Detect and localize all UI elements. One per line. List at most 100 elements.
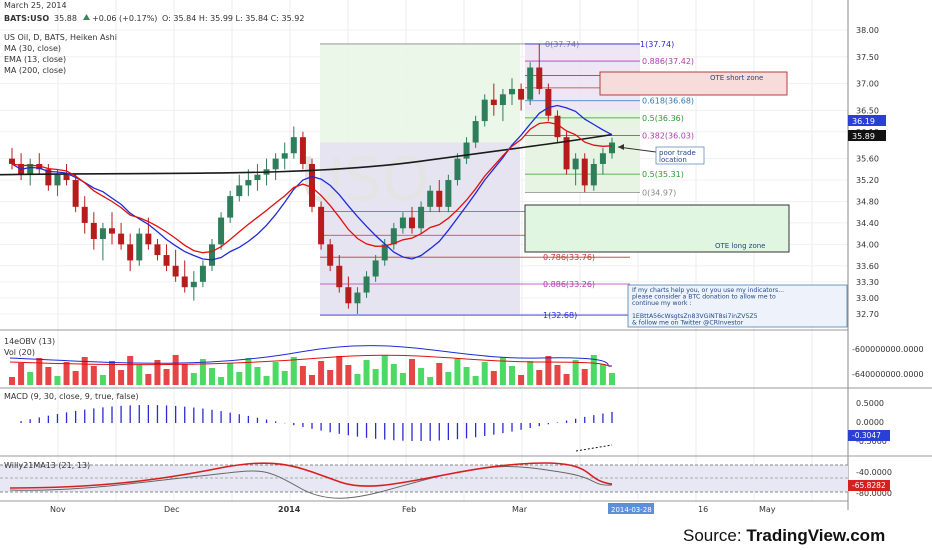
legend-ema13: EMA (13, close) xyxy=(4,55,66,64)
volume-bar xyxy=(136,365,143,385)
fib-label: 0.5(36.36) xyxy=(642,114,684,123)
ma-price-badge xyxy=(848,115,886,126)
ticker-label: BATS:USO xyxy=(4,14,49,23)
price-tick: 35.60 xyxy=(856,155,879,164)
donation-note xyxy=(627,284,848,328)
candle-body xyxy=(427,190,434,207)
candle-body xyxy=(145,233,152,245)
volume-bar xyxy=(227,363,234,385)
price-tick: 34.00 xyxy=(856,240,879,249)
donation-line: please consider a BTC donation to allow … xyxy=(632,294,776,301)
volume-bar xyxy=(72,371,79,385)
volume-bar xyxy=(545,356,552,385)
candle-body xyxy=(409,217,415,229)
volume-bar xyxy=(63,362,70,385)
price-tick: 34.40 xyxy=(856,219,879,228)
volume-bar xyxy=(99,375,106,385)
candle-body xyxy=(527,67,534,100)
volume-bar xyxy=(463,367,470,385)
candle-body xyxy=(572,158,579,170)
volume-bar xyxy=(518,375,525,385)
ote-long-zone-label: OTE long zone xyxy=(715,242,765,250)
candle-body xyxy=(509,88,515,95)
candle-body xyxy=(354,292,361,304)
obv-label: 14eOBV (13) xyxy=(4,337,55,346)
candle-body xyxy=(418,206,425,229)
price-tick: 32.70 xyxy=(856,310,879,319)
volume-bar xyxy=(454,358,461,385)
current-date-badge xyxy=(608,503,654,514)
candle-body xyxy=(463,142,470,159)
candle-body xyxy=(545,88,552,116)
fib-label: 1(37.74) xyxy=(640,40,674,49)
candles xyxy=(9,43,615,314)
volume-bar xyxy=(599,364,606,385)
volume-bar xyxy=(609,373,615,385)
fib-label: 0.886(37.42) xyxy=(642,57,694,66)
volume-bar xyxy=(418,368,425,385)
up-triangle-icon xyxy=(83,14,90,20)
fib-label: 0(34.97) xyxy=(642,188,676,197)
candle-body xyxy=(363,276,370,293)
price-axis-ticks[interactable]: 38.0037.5037.0036.5036.1035.6035.2034.80… xyxy=(856,26,879,319)
legend-ma200: MA (200, close) xyxy=(4,66,66,75)
candle-body xyxy=(36,163,43,170)
date-label: March 25, 2014 xyxy=(4,1,67,10)
volume-bar xyxy=(427,377,434,385)
macd-tick-3: -0.5000 xyxy=(856,437,887,446)
candle-body xyxy=(381,244,388,261)
volume-bar xyxy=(372,369,379,385)
volume-bar xyxy=(299,366,306,385)
willy-fast-line xyxy=(9,466,613,499)
candle-body xyxy=(209,244,215,266)
donation-line: 1EBttA56cWsgtsZn83VGiNT8si7inZV5Z5 xyxy=(632,313,758,320)
current-date-text: 2014-03-28 xyxy=(611,506,652,514)
obv-lines xyxy=(9,345,613,367)
candle-body xyxy=(90,222,97,239)
watermark-ticker: USO xyxy=(300,145,429,215)
price-tick: 36.50 xyxy=(856,106,879,115)
donation-line: & follow me on Twitter @CRInvestor xyxy=(632,319,744,327)
source-prefix: Source: xyxy=(683,526,747,545)
price-tick: 33.60 xyxy=(856,262,879,271)
candle-body xyxy=(445,180,452,207)
volume-bar xyxy=(572,360,579,385)
macd-tick-1: 0.5000 xyxy=(856,399,884,408)
candle-body xyxy=(118,233,125,245)
source-credit: Source: TradingView.com xyxy=(683,526,885,546)
vol-label: Vol (20) xyxy=(4,348,35,357)
candle-body xyxy=(481,99,488,122)
willy-label: Willy21MA13 (21, 13) xyxy=(4,461,90,470)
candle-body xyxy=(9,158,15,164)
volume-bar xyxy=(499,357,506,385)
legend-ma30: MA (30, close) xyxy=(4,44,61,53)
volume-bar xyxy=(245,358,252,385)
willy-ma-line xyxy=(9,462,613,489)
obv-tick-2: -640000000.0000 xyxy=(852,370,924,379)
volume-bar xyxy=(399,373,406,385)
candle-body xyxy=(218,217,225,245)
donation-line: continue my work : xyxy=(632,300,692,307)
volume-bar xyxy=(145,374,152,385)
candle-body xyxy=(290,137,297,154)
volume-bar xyxy=(109,361,115,385)
last-price-badge-text: 35.89 xyxy=(852,132,875,141)
candle-body xyxy=(199,265,206,282)
volume-bar xyxy=(45,367,52,385)
volume-bar xyxy=(490,371,497,385)
volume-bar xyxy=(327,370,334,385)
candle-body xyxy=(518,88,525,100)
time-axis[interactable]: Nov Dec 2014 Feb Mar 16 May xyxy=(50,505,776,514)
volume-bar xyxy=(290,357,297,385)
ote-short-zone-box xyxy=(599,71,788,96)
volume-bar xyxy=(209,368,215,385)
volume-bar xyxy=(445,372,452,385)
willy-tick-1: -40.0000 xyxy=(856,468,892,477)
time-label: 16 xyxy=(698,505,708,514)
candle-body xyxy=(54,174,61,186)
volume-bar xyxy=(390,364,397,385)
change-value: +0.06 (+0.17%) xyxy=(92,14,157,23)
volume-bar xyxy=(127,356,134,385)
volume-bar xyxy=(336,356,343,385)
volume-bar xyxy=(263,376,270,385)
